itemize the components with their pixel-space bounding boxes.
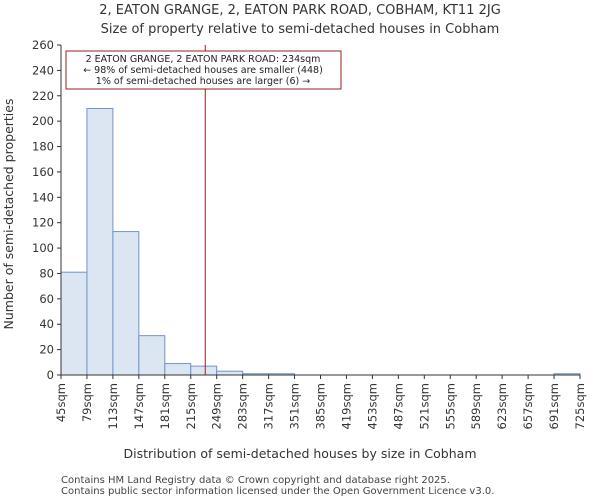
y-tick-label: 100 <box>32 241 54 255</box>
chart-title-line-1: 2, EATON GRANGE, 2, EATON PARK ROAD, COB… <box>99 3 501 18</box>
x-tick-label: 317sqm <box>262 383 276 429</box>
x-tick-label: 487sqm <box>391 383 405 429</box>
histogram-bar-113sqm <box>112 231 140 376</box>
x-tick-label: 147sqm <box>132 383 146 429</box>
histogram-bar-249sqm <box>216 370 244 376</box>
x-tick-label: 249sqm <box>210 383 224 429</box>
y-axis-label: Number of semi-detached properties <box>1 99 16 330</box>
y-tick-label: 240 <box>32 63 54 77</box>
x-tick-label: 79sqm <box>80 383 94 422</box>
y-tick-label: 40 <box>39 317 54 331</box>
y-tick-label: 20 <box>39 343 54 357</box>
x-axis-label: Distribution of semi-detached houses by … <box>124 446 477 461</box>
histogram-bar-79sqm <box>86 107 114 376</box>
x-tick-label: 589sqm <box>469 383 483 429</box>
y-tick-label: 220 <box>32 89 54 103</box>
x-tick-label: 623sqm <box>495 383 509 429</box>
x-tick-label: 113sqm <box>106 383 120 429</box>
footer-line-2: Contains public sector information licen… <box>61 486 494 497</box>
footer-line-1: Contains HM Land Registry data © Crown c… <box>61 475 450 486</box>
y-tick-label: 0 <box>47 368 54 382</box>
x-tick-label: 351sqm <box>288 383 302 429</box>
y-tick-label: 160 <box>32 165 54 179</box>
y-tick-label: 80 <box>39 266 54 280</box>
histogram-bar-45sqm <box>60 271 88 376</box>
chart-title-line-2: Size of property relative to semi-detach… <box>101 22 500 37</box>
x-tick-label: 453sqm <box>365 383 379 429</box>
annotation-line-1: 2 EATON GRANGE, 2 EATON PARK ROAD: 234sq… <box>86 54 321 65</box>
x-tick-label: 657sqm <box>521 383 535 429</box>
x-tick-label: 555sqm <box>443 383 457 429</box>
x-tick-label: 385sqm <box>314 383 328 429</box>
x-tick-label: 45sqm <box>54 383 68 422</box>
x-axis-ticks: 45sqm 79sqm 113sqm 147sqm 181sqm 215sqm 249sqm… <box>54 375 587 429</box>
x-tick-label: 521sqm <box>417 383 431 429</box>
x-tick-label: 419sqm <box>339 383 353 429</box>
histogram-bar-147sqm <box>138 335 166 376</box>
y-tick-label: 200 <box>32 114 54 128</box>
y-tick-label: 120 <box>32 216 54 230</box>
y-tick-label: 60 <box>39 292 54 306</box>
y-tick-label: 140 <box>32 190 54 204</box>
histogram-bar-215sqm <box>190 365 218 376</box>
x-tick-label: 691sqm <box>547 383 561 429</box>
x-tick-label: 215sqm <box>184 383 198 429</box>
x-tick-label: 283sqm <box>236 383 250 429</box>
y-axis-ticks: 0 20 40 60 80 100 120 140 160 180 200 220 240 260 <box>32 38 61 382</box>
annotation-border <box>65 50 342 90</box>
annotation-line-3: 1% of semi-detached houses are larger (6… <box>96 76 310 87</box>
x-tick-label: 181sqm <box>158 383 172 429</box>
x-tick-label: 725sqm <box>573 383 587 429</box>
annotation-line-2: ← 98% of semi-detached houses are smalle… <box>83 65 323 76</box>
bars-group <box>60 107 581 376</box>
y-tick-label: 180 <box>32 140 54 154</box>
histogram-bar-181sqm <box>164 363 192 376</box>
annotation-box: 2 EATON GRANGE, 2 EATON PARK ROAD: 234sq… <box>65 50 342 90</box>
y-tick-label: 260 <box>32 38 54 52</box>
